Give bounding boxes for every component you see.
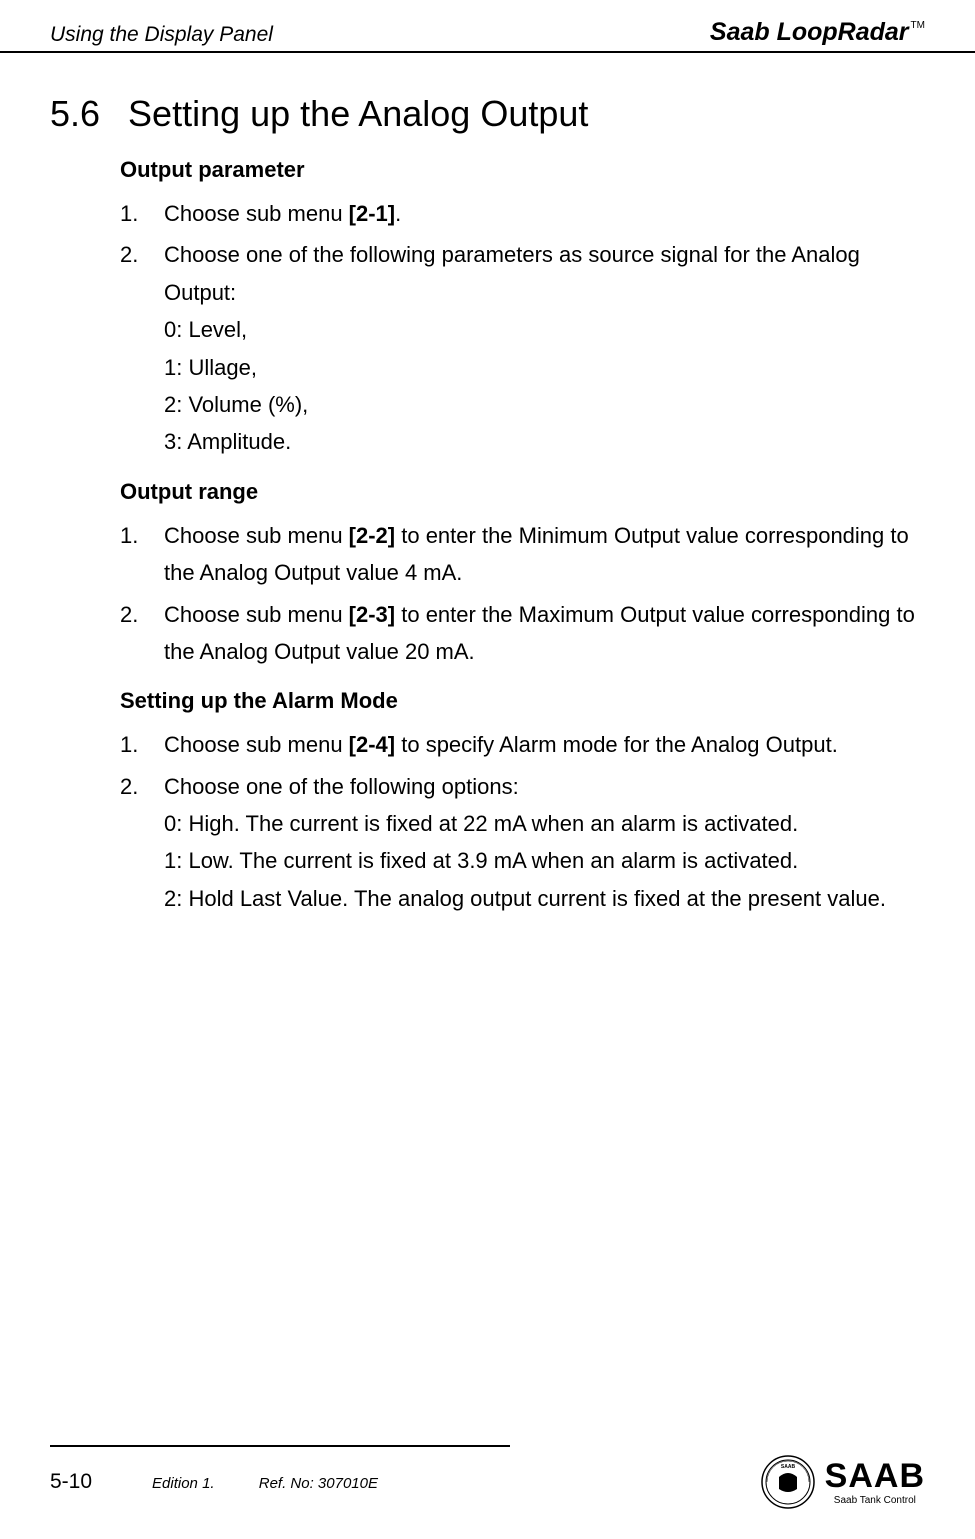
text-line: 2: Hold Last Value. The analog output cu… <box>164 880 925 917</box>
list-item: 1. Choose sub menu [2-2] to enter the Mi… <box>120 517 925 592</box>
text-part: to enter the Maximum Output value corres… <box>395 602 915 627</box>
footer-left: 5-10 Edition 1. Ref. No: 307010E <box>50 1470 418 1494</box>
page-footer: 5-10 Edition 1. Ref. No: 307010E SAAB SA… <box>0 1445 975 1509</box>
list-text: Choose sub menu [2-3] to enter the Maxim… <box>164 596 925 671</box>
ref-text: Ref. No: 307010E <box>259 1475 378 1492</box>
text-line: 1: Low. The current is fixed at 3.9 mA w… <box>164 842 925 879</box>
text-line: the Analog Output value 4 mA. <box>164 554 925 591</box>
list-item: 1. Choose sub menu [2-4] to specify Alar… <box>120 726 925 763</box>
saab-brand-text: SAAB <box>825 1459 925 1493</box>
list-item: 1. Choose sub menu [2-1]. <box>120 195 925 232</box>
list-number: 1. <box>120 726 164 763</box>
subsection-title: Output range <box>120 479 925 505</box>
text-line: Choose one of the following options: <box>164 768 925 805</box>
section-heading: Setting up the Analog Output <box>128 93 588 135</box>
header-brand: Saab LoopRadarTM <box>710 18 925 47</box>
trademark-symbol: TM <box>911 20 925 31</box>
page-number: 5-10 <box>50 1470 92 1494</box>
list-text: Choose sub menu [2-2] to enter the Minim… <box>164 517 925 592</box>
subsection-title: Output parameter <box>120 157 925 183</box>
brand-text: Saab LoopRadar <box>710 18 909 46</box>
text-line: 0: Level, <box>164 311 925 348</box>
list-item: 2. Choose one of the following parameter… <box>120 236 925 460</box>
page-header: Using the Display Panel Saab LoopRadarTM <box>0 0 975 53</box>
list-item: 2. Choose sub menu [2-3] to enter the Ma… <box>120 596 925 671</box>
text-line: 3: Amplitude. <box>164 423 925 460</box>
list-number: 1. <box>120 195 164 232</box>
section-number: 5.6 <box>50 93 100 135</box>
list-text: Choose sub menu [2-1]. <box>164 195 925 232</box>
footer-meta: Edition 1. Ref. No: 307010E <box>152 1475 418 1492</box>
menu-ref: [2-4] <box>349 732 395 757</box>
saab-logo: SAAB Saab Tank Control <box>825 1459 925 1506</box>
text-part: Choose sub menu <box>164 602 349 627</box>
footer-content: 5-10 Edition 1. Ref. No: 307010E SAAB SA… <box>50 1455 925 1509</box>
menu-ref: [2-2] <box>349 523 395 548</box>
svg-text:SAAB: SAAB <box>781 1464 796 1470</box>
content-area: 5.6 Setting up the Analog Output Output … <box>0 93 975 917</box>
text-line: the Analog Output value 20 mA. <box>164 633 925 670</box>
text-line: 2: Volume (%), <box>164 386 925 423</box>
list-text: Choose one of the following parameters a… <box>164 236 925 460</box>
list-number: 2. <box>120 596 164 671</box>
text-part: to specify Alarm mode for the Analog Out… <box>395 732 838 757</box>
footer-divider <box>50 1445 510 1447</box>
list-number: 2. <box>120 768 164 918</box>
header-chapter-title: Using the Display Panel <box>50 23 273 47</box>
text-line: Choose sub menu [2-3] to enter the Maxim… <box>164 596 925 633</box>
text-part: to enter the Minimum Output value corres… <box>395 523 909 548</box>
text-part: Choose sub menu <box>164 732 349 757</box>
menu-ref: [2-1] <box>349 201 395 226</box>
text-line: 1: Ullage, <box>164 349 925 386</box>
list-text: Choose one of the following options: 0: … <box>164 768 925 918</box>
menu-ref: [2-3] <box>349 602 395 627</box>
list-number: 2. <box>120 236 164 460</box>
text-line: Output: <box>164 274 925 311</box>
subsection-alarm-mode: Setting up the Alarm Mode 1. Choose sub … <box>120 688 925 917</box>
footer-right: SAAB SAAB Saab Tank Control <box>761 1455 925 1509</box>
subsection-title: Setting up the Alarm Mode <box>120 688 925 714</box>
list-text: Choose sub menu [2-4] to specify Alarm m… <box>164 726 925 763</box>
text-part: . <box>395 201 401 226</box>
edition-text: Edition 1. <box>152 1475 215 1492</box>
text-part: Choose sub menu <box>164 523 349 548</box>
subsection-output-range: Output range 1. Choose sub menu [2-2] to… <box>120 479 925 671</box>
subsection-output-parameter: Output parameter 1. Choose sub menu [2-1… <box>120 157 925 461</box>
list-number: 1. <box>120 517 164 592</box>
text-line: 0: High. The current is fixed at 22 mA w… <box>164 805 925 842</box>
text-line: Choose one of the following parameters a… <box>164 236 925 273</box>
section-title: 5.6 Setting up the Analog Output <box>50 93 925 135</box>
list-item: 2. Choose one of the following options: … <box>120 768 925 918</box>
saab-sub-text: Saab Tank Control <box>834 1495 916 1506</box>
text-line: Choose sub menu [2-2] to enter the Minim… <box>164 517 925 554</box>
text-part: Choose sub menu <box>164 201 349 226</box>
saab-medallion-icon: SAAB <box>761 1455 815 1509</box>
